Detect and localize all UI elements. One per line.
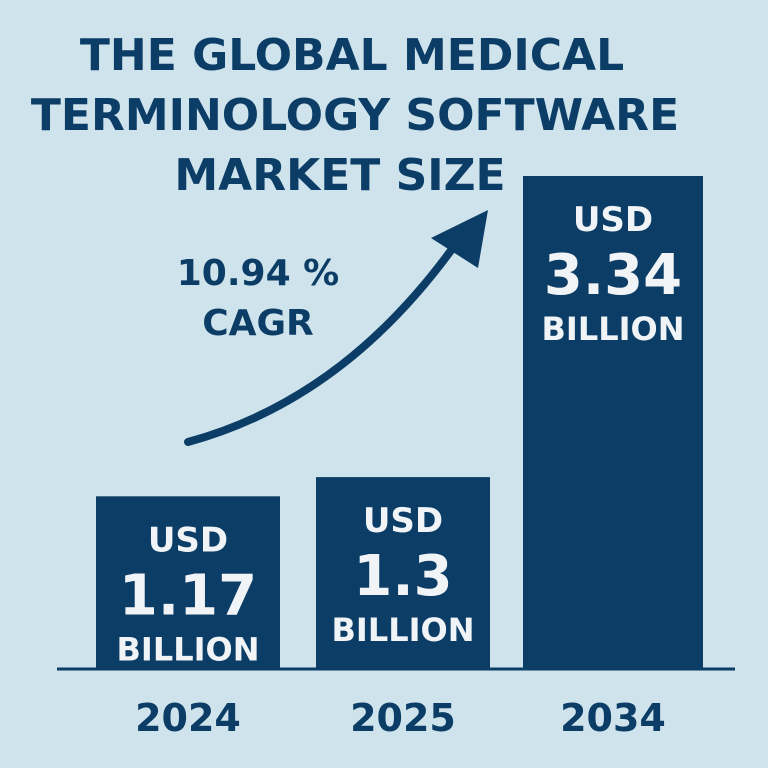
- title-line-2: TERMINOLOGY SOFTWARE: [31, 90, 679, 141]
- title-line-1: THE GLOBAL MEDICAL: [80, 30, 624, 81]
- x-tick-label: 2034: [560, 696, 666, 740]
- bar-2025: [316, 477, 490, 669]
- bar-label-currency: USD: [363, 501, 443, 541]
- cagr-annotation: 10.94 % CAGR: [177, 253, 339, 344]
- bar-label-unit: BILLION: [117, 630, 260, 668]
- bar-label-value: 1.3: [353, 544, 452, 609]
- bar-labels: USD1.17BILLIONUSD1.3BILLIONUSD3.34BILLIO…: [117, 200, 685, 668]
- chart-title: THE GLOBAL MEDICAL TERMINOLOGY SOFTWARE …: [31, 30, 679, 201]
- cagr-value: 10.94 %: [177, 253, 339, 294]
- x-tick-label: 2025: [350, 696, 456, 740]
- growth-arrow: [184, 210, 488, 446]
- bar-label-value: 3.34: [544, 243, 682, 308]
- growth-arrow-head: [431, 210, 488, 268]
- x-tick-label: 2024: [135, 696, 241, 740]
- bar-series: [96, 176, 703, 669]
- bar-label-currency: USD: [148, 520, 228, 560]
- bar-label-unit: BILLION: [332, 611, 475, 649]
- bar-2034: [523, 176, 703, 669]
- bar-label-value: 1.17: [119, 563, 257, 628]
- bar-label-currency: USD: [573, 200, 653, 240]
- growth-arrow-shaft: [184, 241, 459, 446]
- title-line-3: MARKET SIZE: [174, 150, 505, 201]
- bar-label-unit: BILLION: [542, 310, 685, 348]
- bar-2024: [96, 496, 280, 669]
- cagr-label: CAGR: [202, 303, 314, 344]
- x-axis-tick-labels: 2024 2025 2034: [135, 696, 666, 740]
